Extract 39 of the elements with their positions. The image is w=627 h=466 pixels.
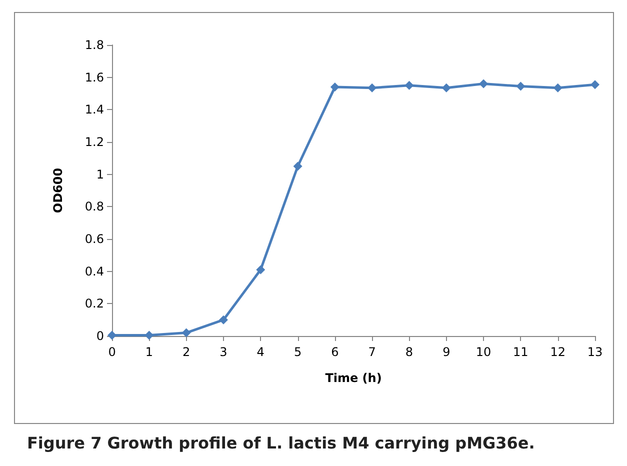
x-tick-label: 1: [145, 345, 153, 359]
y-tick-label: 1.4: [84, 102, 104, 117]
point: [368, 83, 377, 92]
x-tick-label: 6: [331, 345, 339, 359]
point: [590, 80, 600, 90]
y-tick-label: 1.2: [84, 135, 104, 149]
point: [330, 82, 340, 92]
y-tick-label: 0.4: [84, 264, 104, 278]
x-tick-label: 2: [182, 345, 190, 359]
x-tick-label: 13: [587, 345, 603, 359]
x-tick-label: 11: [513, 345, 528, 359]
x-tick-label: 12: [550, 345, 566, 359]
point: [256, 265, 266, 274]
y-tick-label: 0.2: [84, 296, 104, 311]
x-tick-label: 5: [294, 345, 302, 359]
point: [479, 79, 488, 88]
point: [182, 328, 191, 338]
point: [516, 82, 526, 91]
x-tick-label: 8: [405, 345, 414, 359]
x-tick-label: 10: [476, 345, 492, 359]
y-tick-label: 1: [96, 167, 104, 182]
x-axis-title: Time (h): [325, 371, 382, 385]
point: [442, 83, 451, 92]
x-tick-label: 9: [442, 345, 450, 359]
point: [553, 83, 562, 92]
x-tick-label: 7: [368, 345, 376, 359]
point: [293, 162, 302, 171]
y-tick-label: 1.6: [84, 70, 104, 84]
y-axis-title: OD600: [51, 168, 65, 214]
text: Figure 7 Growth profile of L. lactis M4 carrying pMG36e.: [27, 434, 535, 452]
point: [404, 80, 414, 90]
x-tick-label: 0: [108, 345, 116, 359]
y-tick-label: 0.8: [84, 200, 104, 214]
y-tick-label: 0.6: [84, 232, 104, 246]
x-tick-label: 3: [220, 345, 228, 359]
y-tick-label: 1.8: [84, 38, 104, 52]
y-tick-label: 0: [96, 329, 104, 343]
x-tick-label: 4: [256, 345, 264, 359]
point: [218, 315, 228, 324]
